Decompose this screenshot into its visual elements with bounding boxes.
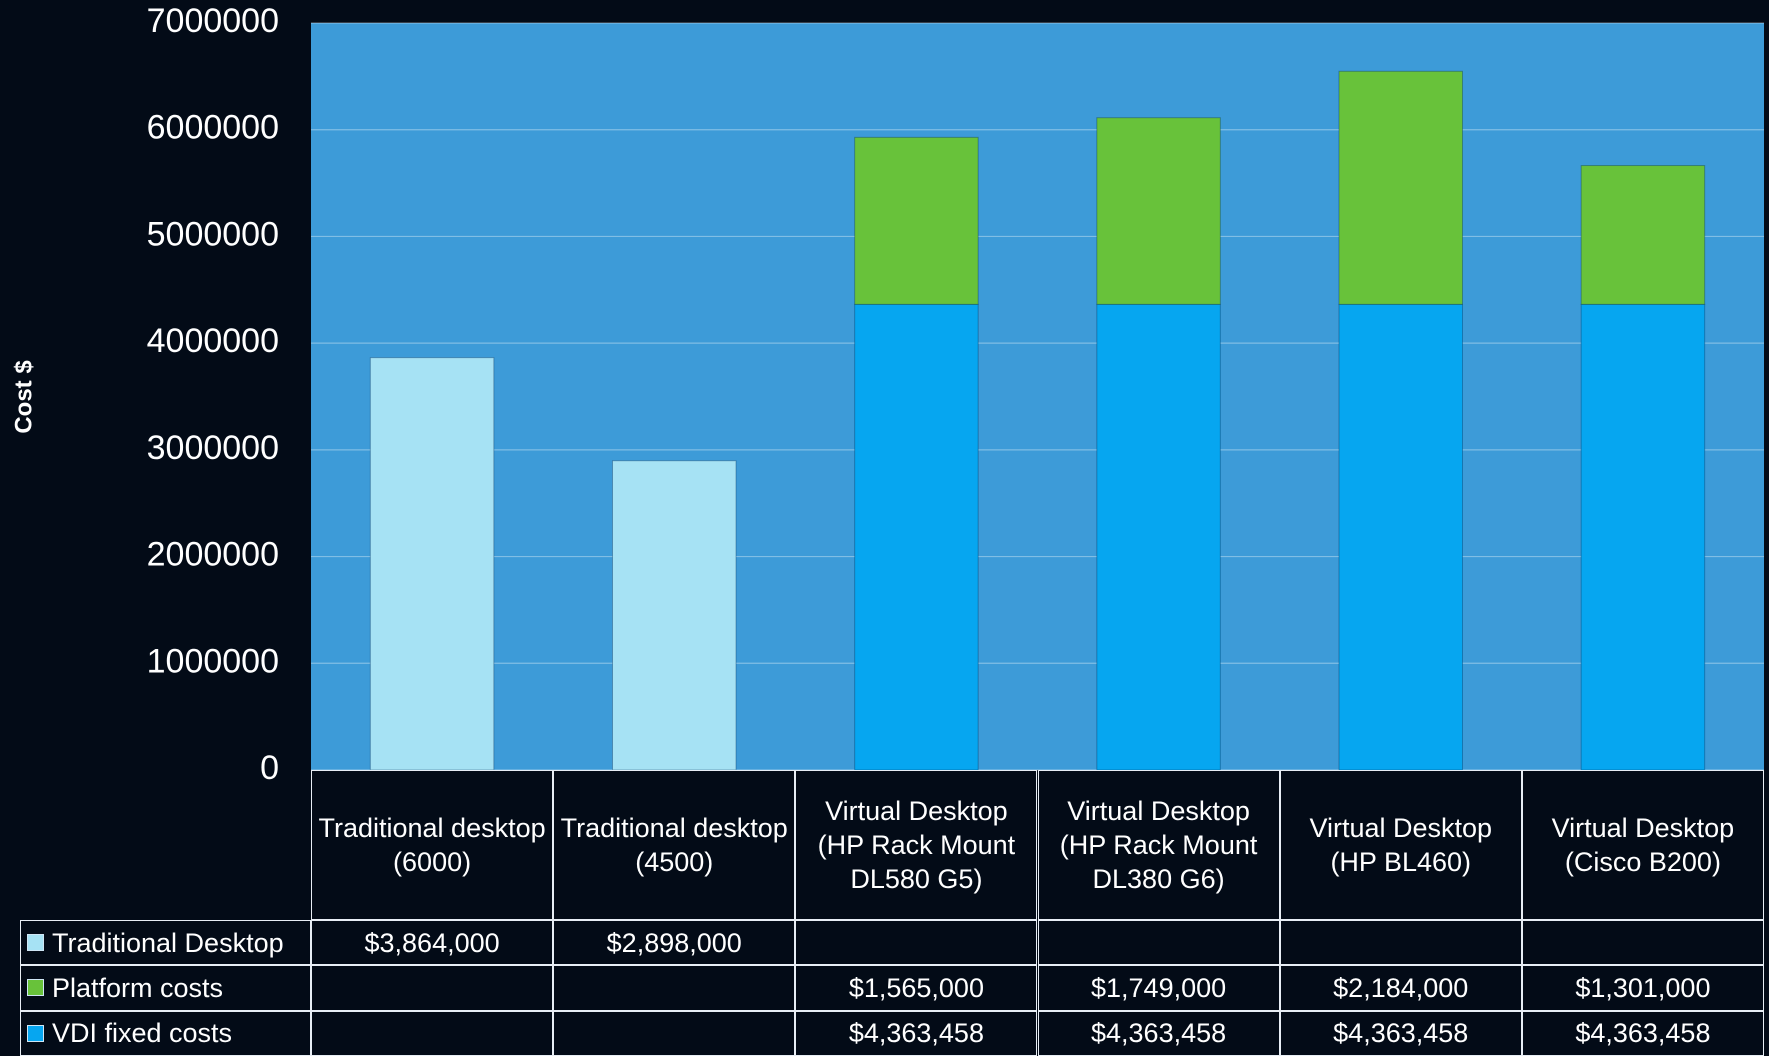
- table-cell: $1,301,000: [1521, 965, 1764, 1011]
- table-cell: [311, 1010, 554, 1056]
- category-header: Traditional desktop (4500): [553, 770, 796, 920]
- legend-entry: Platform costs: [20, 965, 311, 1011]
- bar-segment: [1338, 70, 1464, 305]
- y-tick-label: 2000000: [147, 536, 279, 574]
- legend-swatch: [27, 1024, 44, 1042]
- legend-label: VDI fixed costs: [52, 1018, 233, 1049]
- table-cell: $4,363,458: [795, 1010, 1038, 1056]
- legend-swatch: [27, 979, 44, 997]
- bar-segment: [854, 136, 979, 305]
- table-cell: $4,363,458: [1521, 1010, 1764, 1056]
- bar-segment: [1096, 117, 1221, 305]
- table-cell: [1279, 920, 1522, 966]
- y-tick-label: 4000000: [147, 322, 279, 360]
- table-cell: [1521, 920, 1764, 966]
- table-cell: $4,363,458: [1037, 1010, 1280, 1056]
- table-cell: [1037, 920, 1280, 966]
- legend-label: Traditional Desktop: [52, 927, 284, 958]
- legend-entry: Traditional Desktop: [20, 920, 311, 966]
- bar-segment: [1580, 303, 1706, 771]
- legend-entry: VDI fixed costs: [20, 1010, 311, 1056]
- table-cell: [553, 965, 796, 1011]
- table-cell: [311, 965, 554, 1011]
- y-tick-label: 6000000: [147, 109, 279, 147]
- bar-segment: [611, 460, 737, 771]
- category-header: Traditional desktop (6000): [311, 770, 554, 920]
- table-cell: [553, 1010, 796, 1056]
- y-tick-label: 0: [260, 749, 279, 787]
- table-cell: $3,864,000: [311, 920, 554, 966]
- y-tick-label: 5000000: [147, 215, 279, 253]
- y-tick-label: 3000000: [147, 429, 279, 467]
- table-cell: $1,749,000: [1037, 965, 1280, 1011]
- y-tick-label: 1000000: [147, 642, 279, 680]
- category-header: Virtual Desktop (HP Rack Mount DL580 G5): [795, 770, 1038, 920]
- bar-segment: [1580, 165, 1706, 305]
- table-cell: [795, 920, 1038, 966]
- table-cell: $4,363,458: [1279, 1010, 1522, 1056]
- legend-swatch: [27, 934, 44, 952]
- bar-segment: [1338, 303, 1464, 771]
- table-cell: $2,184,000: [1279, 965, 1522, 1011]
- bar-segment: [854, 303, 979, 771]
- y-axis-label: Cost $: [10, 360, 37, 434]
- category-header: Virtual Desktop (Cisco B200): [1521, 770, 1764, 920]
- table-cell: $1,565,000: [795, 965, 1038, 1011]
- legend-label: Platform costs: [52, 972, 224, 1003]
- y-tick-label: 7000000: [147, 2, 279, 40]
- category-header: Virtual Desktop (HP BL460): [1279, 770, 1522, 920]
- table-cell: $2,898,000: [553, 920, 796, 966]
- bar-segment: [1096, 303, 1221, 771]
- category-header: Virtual Desktop (HP Rack Mount DL380 G6): [1037, 770, 1280, 920]
- plot-area: [311, 23, 1764, 770]
- bar-segment: [369, 357, 495, 771]
